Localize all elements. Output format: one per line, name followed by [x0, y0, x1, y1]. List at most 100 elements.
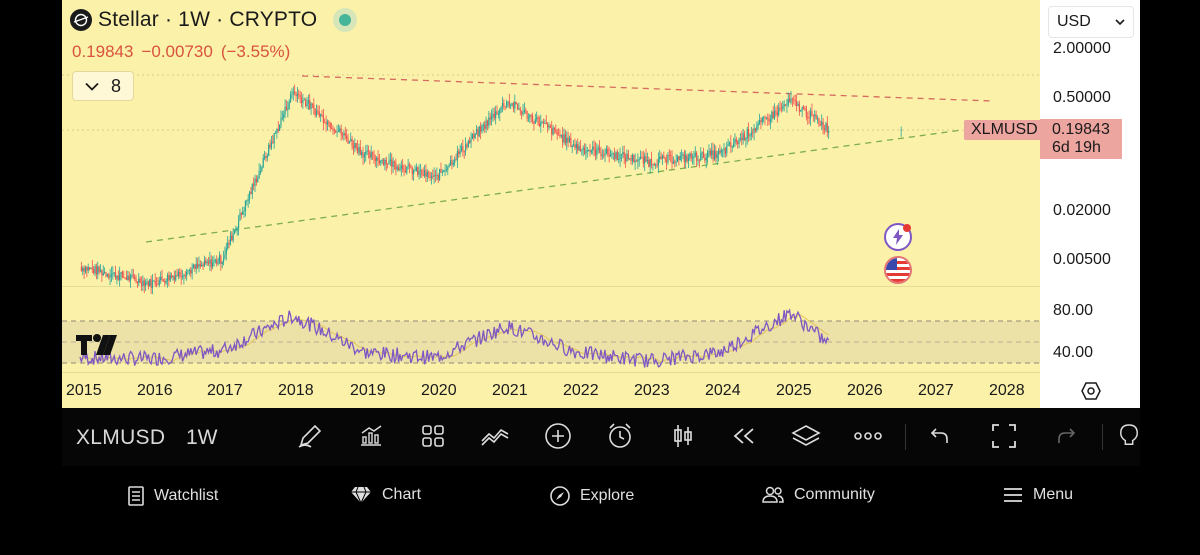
nav-community[interactable]: Community: [762, 486, 875, 504]
candle-body: [417, 167, 419, 175]
time-label: 2025: [776, 382, 812, 399]
lightbulb-icon[interactable]: [1118, 420, 1140, 452]
candle-body: [373, 153, 375, 159]
candle-body: [406, 166, 408, 173]
candle-body: [649, 159, 651, 167]
candle-body: [90, 267, 92, 270]
candle-body: [633, 154, 635, 163]
undo-icon[interactable]: [924, 420, 956, 452]
candle-body: [773, 110, 776, 119]
candle-body: [709, 150, 711, 156]
candle-body: [340, 128, 342, 135]
candle-body: [87, 267, 89, 271]
nav-explore[interactable]: Explore: [550, 486, 634, 506]
candle-body: [255, 178, 257, 183]
candle-body: [123, 277, 125, 279]
layout-grid-icon[interactable]: [417, 420, 449, 452]
candle-body: [179, 271, 181, 276]
symbol-header[interactable]: Stellar · 1W · CRYPTO: [70, 8, 358, 32]
candle-body: [324, 122, 326, 124]
candle-body: [395, 162, 397, 170]
candle-body: [681, 155, 683, 157]
candle-body: [596, 149, 598, 156]
candle-body: [708, 150, 710, 153]
candle-body: [566, 137, 568, 144]
draw-icon[interactable]: [294, 420, 326, 452]
price-axis[interactable]: [1040, 0, 1140, 408]
lightning-event-icon[interactable]: [884, 223, 912, 251]
candle-body: [120, 271, 122, 275]
candle-body: [422, 174, 424, 176]
candle-body: [136, 281, 139, 283]
candle-body: [749, 135, 751, 137]
candle-body: [419, 170, 422, 172]
market-status-icon[interactable]: [333, 8, 358, 32]
candle-body: [145, 282, 147, 286]
candle-body: [534, 119, 536, 124]
more-icon[interactable]: [852, 420, 884, 452]
layers-icon[interactable]: [790, 420, 822, 452]
toolbar-symbol-button[interactable]: XLMUSD: [76, 426, 166, 449]
candle-body: [250, 192, 252, 194]
community-icon: [762, 486, 784, 503]
candle-body: [205, 260, 207, 264]
candle-body: [642, 157, 644, 164]
candle-body: [653, 163, 655, 166]
nav-chart[interactable]: Chart: [350, 486, 421, 504]
candle-body: [478, 126, 480, 137]
fullscreen-icon[interactable]: [988, 420, 1020, 452]
price-label: 2.00000: [1053, 40, 1111, 57]
chart-frame[interactable]: USD 2.00000 0.50000 0.02000 0.00500 80.0…: [62, 0, 1140, 408]
candle-body: [283, 114, 285, 118]
candle-body: [624, 157, 627, 162]
redo-icon[interactable]: [1050, 420, 1082, 452]
candle-body: [257, 178, 259, 183]
candle-body: [764, 117, 766, 119]
price-chart[interactable]: [62, 0, 1040, 408]
candle-body: [500, 106, 502, 110]
last-price-tag: 0.19843 6d 19h: [1040, 119, 1122, 159]
candle-body: [313, 104, 315, 109]
candle-body: [190, 269, 192, 274]
nav-menu[interactable]: Menu: [1003, 486, 1073, 504]
candle-body: [114, 272, 117, 279]
symbol-fade: [168, 422, 178, 452]
candle-body: [309, 100, 311, 109]
add-icon[interactable]: [542, 420, 574, 452]
indicators-toggle-button[interactable]: 8: [72, 71, 134, 101]
time-label: 2020: [421, 382, 457, 399]
candle-body: [181, 276, 184, 278]
candle-body: [454, 159, 456, 163]
time-axis-border: [62, 372, 1040, 373]
candle-icon[interactable]: [667, 420, 699, 452]
chart-type-icon[interactable]: [355, 420, 387, 452]
candle-body: [294, 91, 296, 93]
indicators-icon[interactable]: [479, 420, 511, 452]
candle-body: [757, 123, 759, 126]
candle-body: [238, 220, 240, 228]
candle-body: [797, 103, 799, 106]
candle-body: [727, 143, 729, 147]
alert-icon[interactable]: [604, 420, 636, 452]
candle-body: [396, 167, 398, 170]
candle-body: [701, 151, 703, 154]
candle-body: [203, 260, 206, 267]
rsi-label: 80.00: [1053, 302, 1094, 319]
candle-body: [354, 143, 356, 149]
chart-settings-button[interactable]: [1080, 380, 1102, 402]
candle-body: [289, 94, 292, 103]
candle-body: [660, 156, 662, 159]
candle-body: [210, 259, 212, 268]
nav-watchlist[interactable]: Watchlist: [128, 486, 218, 506]
candle-body: [612, 153, 614, 155]
candle-body: [765, 117, 767, 119]
candle-body: [492, 113, 494, 116]
toolbar-interval-button[interactable]: 1W: [186, 426, 218, 449]
candle-body: [84, 267, 87, 272]
candle-body: [358, 146, 360, 153]
replay-icon[interactable]: [728, 420, 760, 452]
candle-body: [560, 134, 562, 137]
currency-select[interactable]: USD: [1048, 6, 1134, 38]
candle-body: [411, 167, 413, 174]
us-flag-event-icon[interactable]: [884, 256, 912, 284]
